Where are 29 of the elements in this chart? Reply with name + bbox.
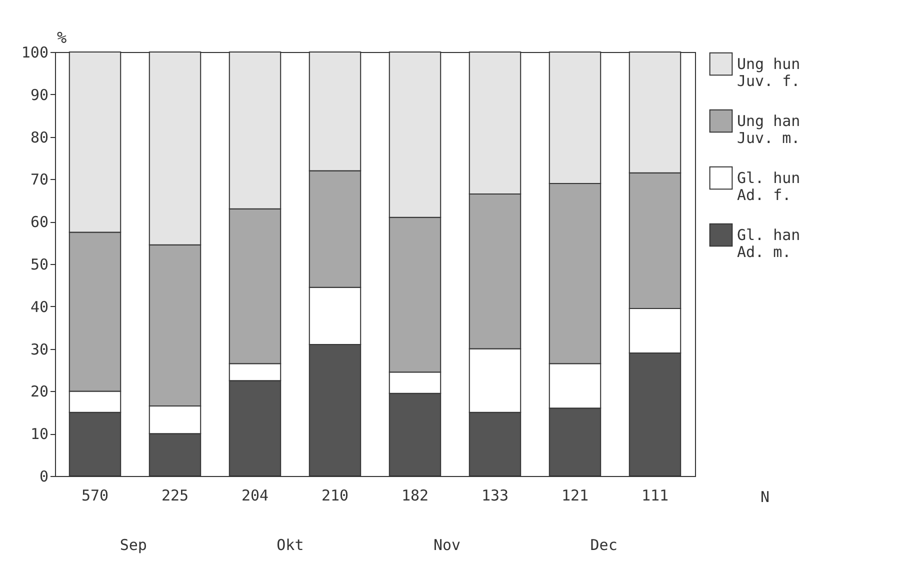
y-tick-label: 40: [30, 298, 48, 316]
y-tick-label: 30: [30, 340, 48, 358]
y-tick-label: 0: [39, 468, 48, 486]
y-tick-label: 80: [30, 128, 48, 146]
x-tick-label: 225: [161, 486, 189, 504]
x-tick-label: 182: [401, 486, 429, 504]
x-tick-label: 111: [641, 486, 669, 504]
y-tick-label: 70: [30, 170, 48, 189]
legend-label: Gl. hun Ad. f.: [737, 169, 800, 204]
text: Sep: [120, 536, 147, 554]
y-axis-title: %: [57, 28, 67, 47]
x-tick-label: 204: [241, 486, 269, 504]
x-tick-label: 570: [81, 486, 109, 504]
x-axis-title: N: [760, 488, 770, 506]
text: Dec: [590, 536, 618, 554]
legend-label: Ung han Juv. m.: [737, 112, 800, 147]
legend-label: Ung hun Juv. f.: [737, 55, 800, 90]
x-tick-label: 121: [561, 486, 589, 504]
y-tick-label: 10: [30, 425, 48, 444]
legend-label: Gl. han Ad. m.: [737, 226, 800, 261]
y-tick-label: 50: [30, 256, 48, 274]
y-tick-label: 100: [21, 44, 48, 62]
y-tick-label: 90: [30, 86, 48, 104]
x-tick-label: 210: [321, 486, 349, 504]
x-tick-label: 133: [481, 486, 509, 504]
text: Okt: [276, 536, 304, 554]
y-tick-label: 60: [30, 213, 48, 232]
y-tick-label: 20: [30, 382, 48, 401]
text: Nov: [433, 536, 461, 554]
